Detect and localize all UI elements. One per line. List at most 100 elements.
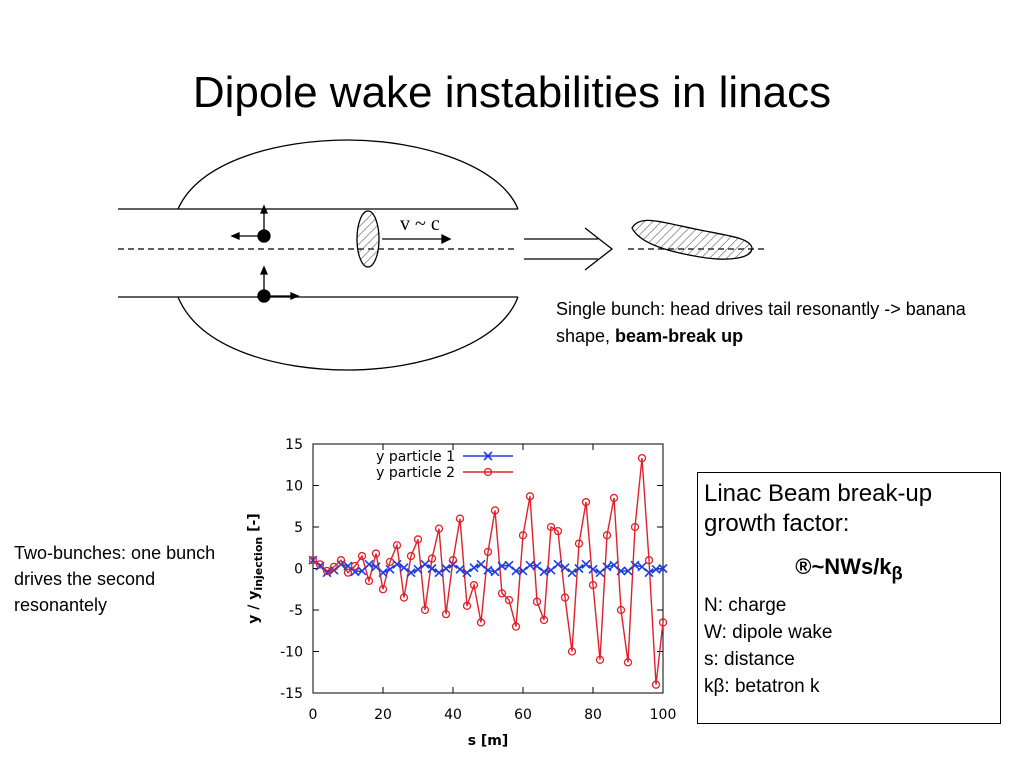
y-label-sub: injection (252, 537, 265, 591)
marker (455, 564, 465, 574)
box-lines: N: charge W: dipole wake s: distance kβ: be… (704, 592, 994, 700)
y-tick-label: 10 (285, 479, 303, 495)
marker (539, 567, 549, 577)
marker (357, 566, 367, 576)
marker (546, 522, 556, 532)
marker (616, 566, 626, 576)
box-line: kβ: betatron k (704, 676, 820, 698)
marker (322, 568, 332, 578)
marker (455, 514, 465, 523)
left-note: Two-bunches: one bunch drives the second… (14, 543, 216, 615)
marker (483, 547, 493, 557)
y-axis-label: y / yinjection [-] (246, 513, 265, 623)
marker (609, 560, 619, 570)
y-tick-label: 15 (285, 437, 303, 453)
marker (539, 615, 549, 625)
slide-title: Dipole wake instabilities in linacs (192, 68, 832, 117)
marker (602, 531, 612, 540)
marker (588, 564, 598, 574)
marker (476, 618, 486, 627)
marker (315, 561, 325, 571)
y-tick-label: -5 (289, 603, 303, 619)
cavity-diagram (118, 139, 765, 371)
y-tick-label: 0 (294, 562, 303, 578)
y-tick-label: -10 (280, 645, 303, 661)
chart: 0 20 40 60 80 100 -15 -10 -5 0 5 10 15 s [m] y / yinje… (246, 437, 676, 749)
formula-box: Linac Beam break-up growth factor: ®~NWs… (697, 472, 1001, 724)
marker (441, 563, 451, 574)
marker (392, 541, 402, 550)
marker (504, 595, 514, 605)
marker (385, 557, 395, 567)
x-tick-label: 0 (309, 707, 318, 723)
marker (343, 561, 353, 571)
box-line: N: charge (704, 595, 787, 617)
marker (469, 563, 479, 573)
marker (581, 497, 591, 507)
marker (525, 492, 535, 501)
marker (595, 655, 605, 664)
marker (623, 566, 633, 576)
marker (322, 566, 332, 576)
marker (434, 524, 444, 533)
y-label-main: y / y (246, 591, 262, 624)
x-axis-label: s [m] (468, 733, 509, 749)
velocity-label: v ~ c (400, 213, 440, 235)
marker (511, 622, 521, 631)
marker (560, 563, 570, 573)
marker (658, 618, 668, 627)
marker (504, 560, 514, 570)
marker (560, 593, 570, 602)
marker (546, 565, 556, 575)
marker (567, 647, 577, 656)
marker (518, 531, 528, 540)
marker (350, 561, 360, 571)
marker (553, 527, 563, 536)
marker (567, 568, 577, 578)
marker (399, 593, 409, 602)
marker (609, 493, 619, 503)
box-heading: Linac Beam break-up growth factor: (704, 480, 933, 537)
marker (623, 658, 633, 667)
marker (602, 562, 612, 572)
x-tick-label: 40 (444, 707, 462, 723)
formula-main: ®~NWs/k (795, 554, 892, 579)
marker (364, 559, 374, 569)
marker (588, 580, 598, 590)
marker (427, 554, 437, 563)
marker (630, 522, 640, 532)
marker (490, 506, 500, 515)
marker (595, 568, 605, 578)
marker (574, 539, 584, 548)
marker (490, 567, 500, 577)
marker (392, 559, 402, 569)
marker (385, 564, 395, 574)
legend-label: y particle 1 (376, 449, 455, 465)
marker (476, 559, 486, 569)
caption-text: Single bunch: head drives tail resonantl… (556, 299, 966, 346)
marker (315, 560, 325, 569)
marker (434, 568, 444, 578)
marker (644, 556, 654, 565)
series-line (312, 458, 664, 685)
x-tick-label: 20 (374, 707, 392, 723)
legend-marker (483, 467, 493, 477)
formula-sub: β (891, 562, 903, 584)
marker (420, 605, 430, 615)
caption-bold: beam-break up (615, 326, 744, 346)
x-tick-label: 60 (514, 707, 532, 723)
box-line: s: distance (704, 649, 795, 671)
marker (532, 561, 542, 571)
marker (518, 566, 528, 576)
marker (658, 563, 668, 574)
caption: Single bunch: head drives tail resonantl… (556, 296, 1016, 350)
marker (651, 680, 661, 689)
marker (637, 562, 647, 572)
marker (574, 563, 584, 574)
marker (532, 597, 542, 606)
marker (497, 589, 507, 598)
marker (406, 568, 416, 578)
marker (406, 551, 416, 561)
